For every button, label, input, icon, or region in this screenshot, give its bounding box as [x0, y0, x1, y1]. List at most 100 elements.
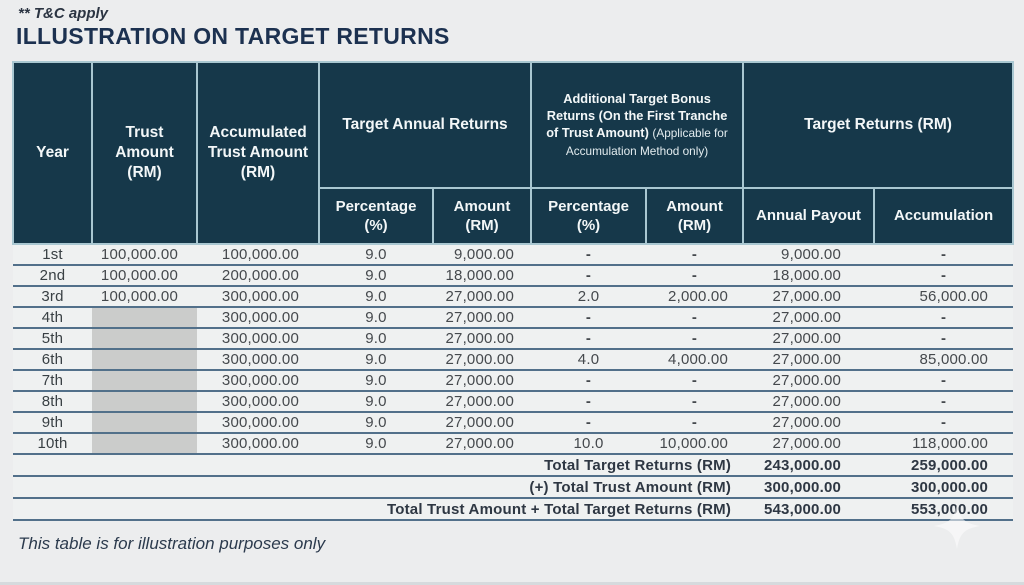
value-cell: 27,000.00: [433, 327, 532, 350]
value-cell: 9.0: [319, 369, 433, 392]
sub-header-row: Percentage (%) Amount (RM) Percentage (%…: [13, 187, 1015, 245]
value-cell: -: [531, 411, 647, 434]
value-cell: 27,000.00: [743, 432, 875, 455]
value-cell: -: [646, 369, 744, 392]
table-row: 8th 300,000.00 9.0 27,000.00- -27,000.00-: [13, 390, 1014, 413]
value-cell: 27,000.00: [743, 369, 875, 392]
value-cell: 9.0: [319, 243, 433, 266]
table-row: 9th 300,000.00 9.0 27,000.00- -27,000.00-: [13, 411, 1014, 434]
value-cell: 9.0: [319, 432, 433, 455]
total-label: (+) Total Trust Amount (RM): [13, 475, 744, 499]
total-annual-payout: 243,000.00: [743, 453, 875, 477]
year-cell: 8th: [13, 390, 92, 413]
value-cell: 100,000.00: [92, 243, 197, 266]
table-totals: Total Target Returns (RM) 243,000.00 259,0…: [13, 453, 1014, 521]
value-cell: [92, 432, 197, 455]
header-year: Year: [12, 61, 93, 245]
value-cell: 27,000.00: [743, 306, 875, 329]
year-cell: 9th: [13, 411, 92, 434]
header-accumulated-trust-amount: Accumulated Trust Amount (RM): [196, 61, 320, 245]
value-cell: 9.0: [319, 390, 433, 413]
value-cell: [92, 390, 197, 413]
table-header: Year Trust Amount (RM) Accumulated Trust…: [12, 61, 1015, 245]
value-cell: -: [531, 327, 647, 350]
total-row: Total Trust Amount + Total Target Return…: [13, 497, 1014, 521]
sparkle-icon: [934, 503, 980, 549]
year-cell: 1st: [13, 243, 92, 266]
value-cell: -: [646, 243, 744, 266]
table-row: 6th 300,000.00 9.0 27,000.00 4.0 4,000.00 27,0…: [13, 348, 1014, 371]
value-cell: [92, 348, 197, 371]
year-cell: 6th: [13, 348, 92, 371]
target-returns-table: Year Trust Amount (RM) Accumulated Trust…: [12, 61, 1015, 521]
group-header-row: Year Trust Amount (RM) Accumulated Trust…: [12, 61, 1015, 245]
tc-apply-note: ** T&C apply: [18, 5, 109, 22]
total-label: Total Trust Amount + Total Target Return…: [13, 497, 744, 521]
value-cell: -: [874, 264, 1014, 287]
value-cell: 27,000.00: [433, 285, 532, 308]
value-cell: 27,000.00: [433, 306, 532, 329]
subheader-accumulation: Accumulation: [873, 187, 1015, 245]
value-cell: 27,000.00: [743, 390, 875, 413]
value-cell: [92, 369, 197, 392]
table-row: 3rd 100,000.00 300,000.00 9.0 27,000.00 2.0 2,…: [13, 285, 1014, 308]
value-cell: 18,000.00: [433, 264, 532, 287]
value-cell: 27,000.00: [743, 327, 875, 350]
value-cell: 200,000.00: [197, 264, 319, 287]
value-cell: 300,000.00: [197, 432, 319, 455]
value-cell: 9.0: [319, 306, 433, 329]
year-cell: 4th: [13, 306, 92, 329]
value-cell: 27,000.00: [433, 432, 532, 455]
value-cell: -: [874, 327, 1014, 350]
total-label: Total Target Returns (RM): [13, 453, 744, 477]
value-cell: 300,000.00: [197, 285, 319, 308]
table-row: 2nd 100,000.00 200,000.00 9.0 18,000.00- -18,…: [13, 264, 1014, 287]
subheader-amount-annual: Amount (RM): [431, 187, 533, 245]
value-cell: 27,000.00: [433, 369, 532, 392]
table-row: 4th 300,000.00 9.0 27,000.00- -27,000.00-: [13, 306, 1014, 329]
total-accumulation: 259,000.00: [874, 453, 1014, 477]
value-cell: -: [531, 264, 647, 287]
value-cell: 9,000.00: [433, 243, 532, 266]
value-cell: -: [874, 369, 1014, 392]
value-cell: 300,000.00: [197, 411, 319, 434]
value-cell: 300,000.00: [197, 306, 319, 329]
value-cell: 100,000.00: [197, 243, 319, 266]
value-cell: 85,000.00: [874, 348, 1014, 371]
value-cell: -: [874, 411, 1014, 434]
value-cell: 27,000.00: [743, 348, 875, 371]
subheader-annual-payout: Annual Payout: [742, 187, 876, 245]
value-cell: 27,000.00: [743, 285, 875, 308]
value-cell: 18,000.00: [743, 264, 875, 287]
year-cell: 7th: [13, 369, 92, 392]
value-cell: -: [874, 243, 1014, 266]
value-cell: -: [646, 411, 744, 434]
total-annual-payout: 543,000.00: [743, 497, 875, 521]
value-cell: 27,000.00: [433, 411, 532, 434]
value-cell: 2,000.00: [646, 285, 744, 308]
value-cell: 300,000.00: [197, 390, 319, 413]
value-cell: 100,000.00: [92, 285, 197, 308]
value-cell: 9.0: [319, 411, 433, 434]
value-cell: 9.0: [319, 348, 433, 371]
value-cell: -: [646, 264, 744, 287]
total-annual-payout: 300,000.00: [743, 475, 875, 499]
value-cell: 2.0: [531, 285, 647, 308]
value-cell: 4,000.00: [646, 348, 744, 371]
header-target-returns: Target Returns (RM): [742, 61, 1015, 189]
value-cell: -: [531, 243, 647, 266]
value-cell: 9.0: [319, 264, 433, 287]
value-cell: 118,000.00: [874, 432, 1014, 455]
year-cell: 10th: [13, 432, 92, 455]
value-cell: 9,000.00: [743, 243, 875, 266]
value-cell: 27,000.00: [433, 390, 532, 413]
value-cell: -: [531, 369, 647, 392]
footer-note: This table is for illustration purposes …: [18, 534, 326, 553]
value-cell: -: [646, 306, 744, 329]
value-cell: 100,000.00: [92, 264, 197, 287]
value-cell: 10,000.00: [646, 432, 744, 455]
value-cell: -: [646, 390, 744, 413]
value-cell: 300,000.00: [197, 369, 319, 392]
table-body: 1st 100,000.00 100,000.00 9.0 9,000.00- -9,00…: [13, 243, 1014, 455]
